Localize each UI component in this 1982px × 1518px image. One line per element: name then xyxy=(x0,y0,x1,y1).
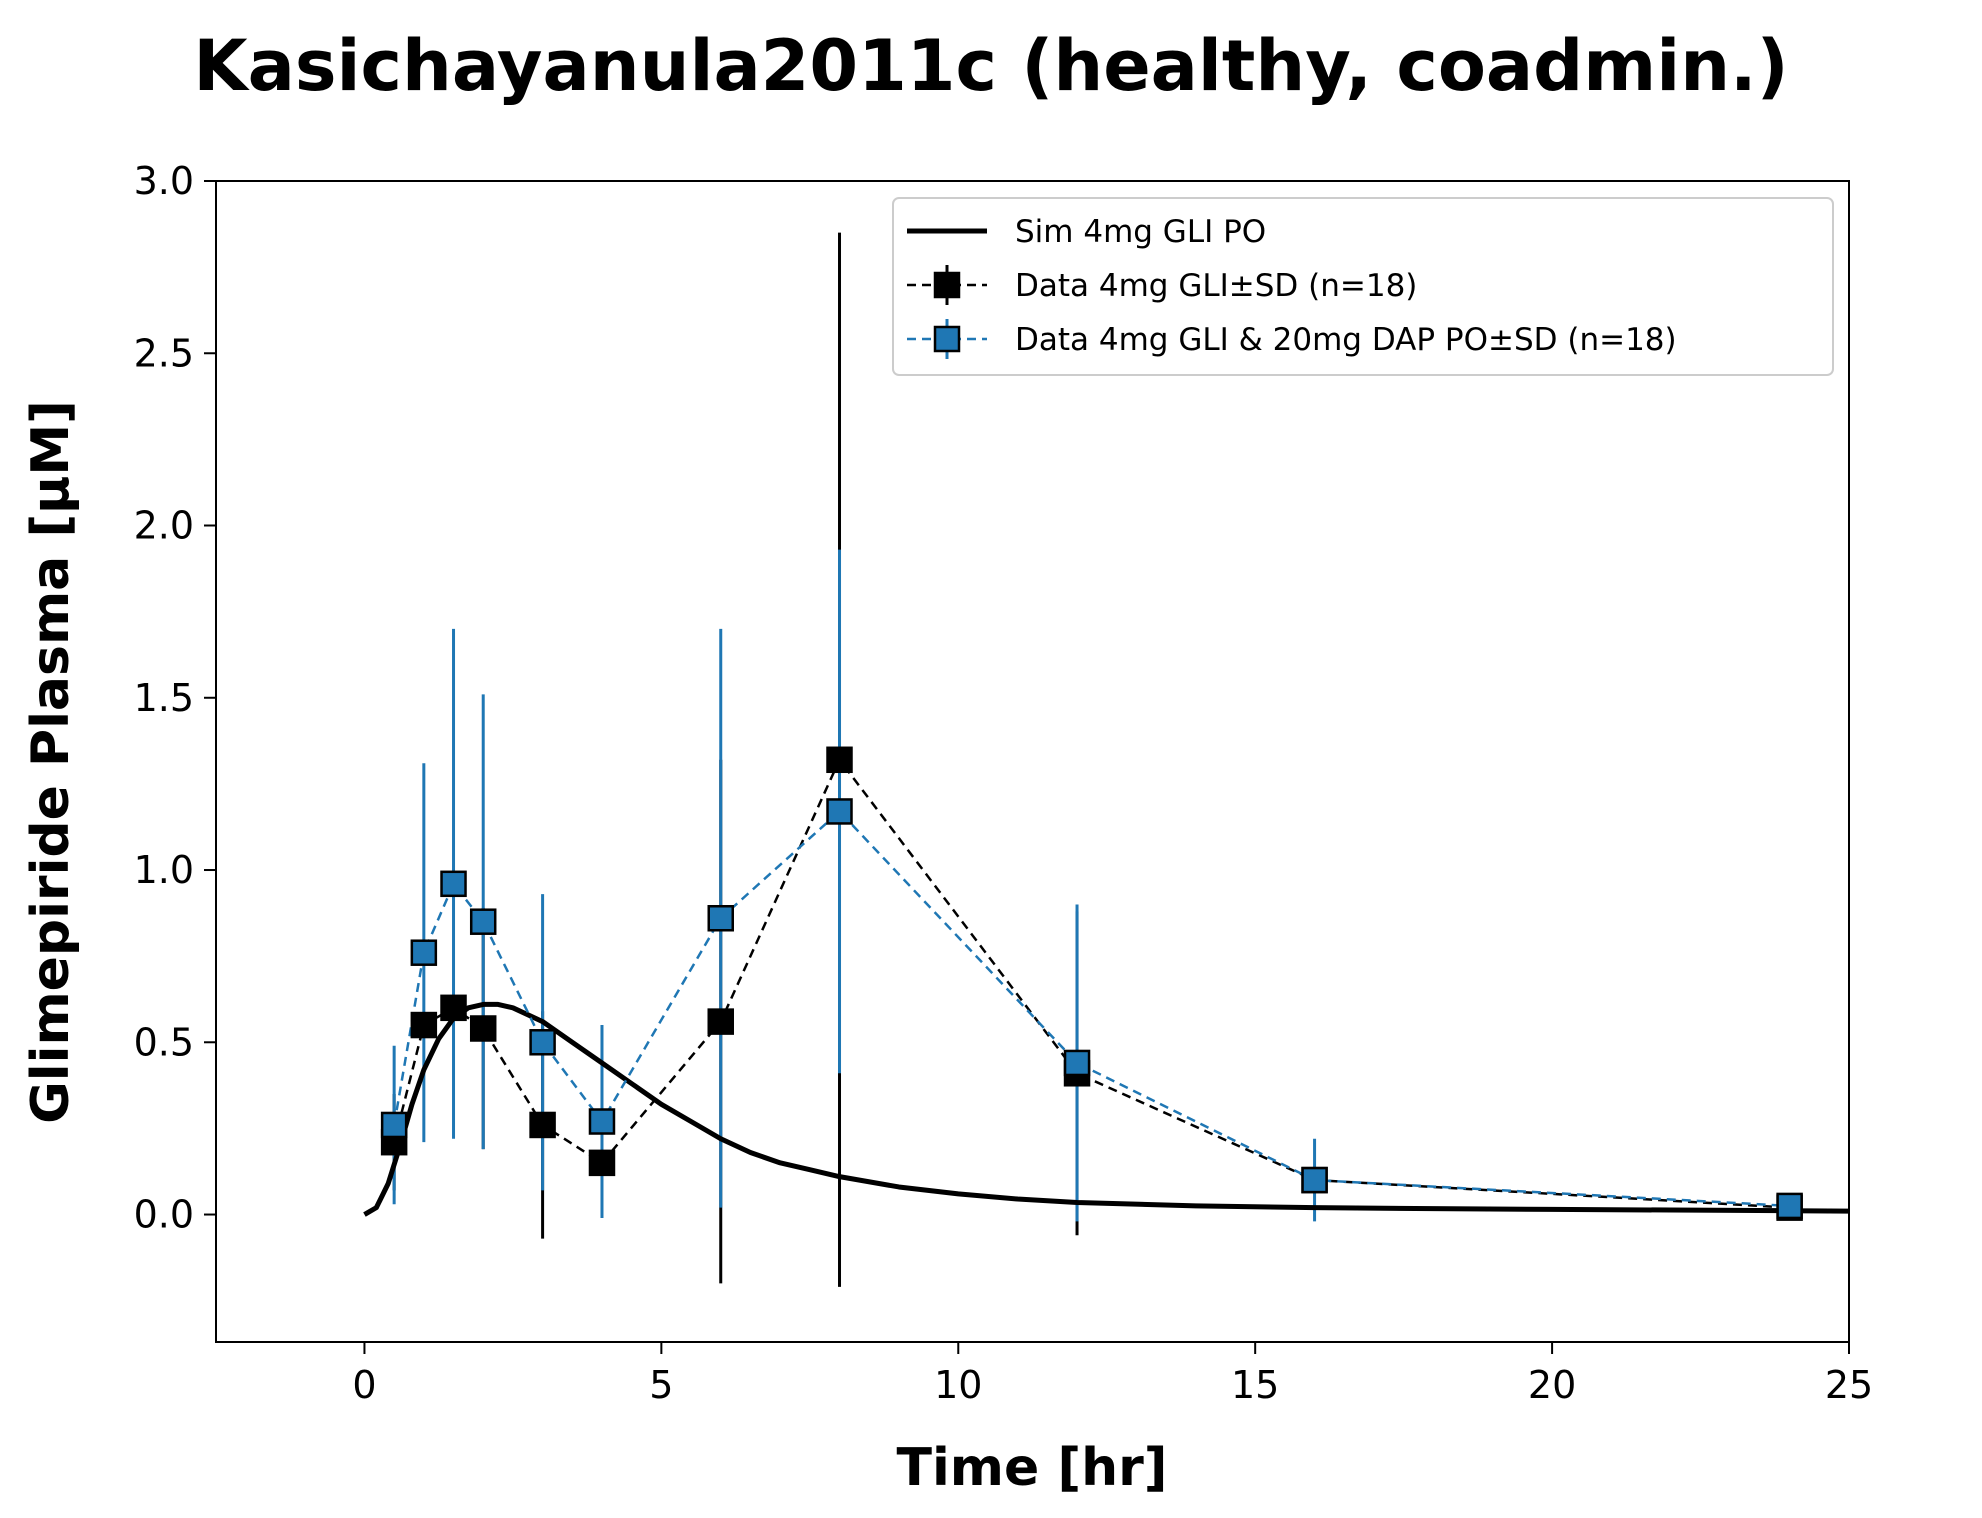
legend-marker xyxy=(933,271,961,299)
y-tick-label: 3.0 xyxy=(134,159,194,203)
plot-area xyxy=(363,232,1849,1287)
data-gli-point xyxy=(588,1149,616,1177)
chart-title: Kasichayanula2011c (healthy, coadmin.) xyxy=(193,25,1788,107)
legend-label: Sim 4mg GLI PO xyxy=(1015,214,1266,250)
data-gli-dap-point xyxy=(469,908,497,935)
data-gli-point xyxy=(440,994,467,1022)
x-axis-label: Time [hr] xyxy=(896,1438,1167,1498)
x-tick-label: 10 xyxy=(934,1363,982,1407)
data-gli-point xyxy=(410,1011,438,1039)
y-tick-label: 0.0 xyxy=(134,1193,194,1237)
data-gli-point xyxy=(826,746,853,774)
y-tick-label: 1.5 xyxy=(134,676,194,720)
x-tick-label: 0 xyxy=(352,1363,376,1407)
data-gli-dap-point xyxy=(440,870,467,898)
x-tick-label: 15 xyxy=(1231,1363,1279,1407)
data-gli-dap-point xyxy=(529,1029,556,1056)
legend-marker xyxy=(933,325,961,353)
data-gli-point xyxy=(707,1008,734,1035)
data-gli-dap-point xyxy=(1776,1192,1803,1220)
x-axis-ticks: 0 5 10 15 20 25 xyxy=(352,1342,1873,1407)
y-axis-label: Glimepiride Plasma [µM] xyxy=(21,400,81,1124)
legend-frame xyxy=(892,197,1834,376)
x-tick-label: 20 xyxy=(1528,1363,1576,1407)
y-tick-label: 0.5 xyxy=(134,1020,194,1064)
data-gli-point xyxy=(469,1015,497,1042)
sim-line xyxy=(363,1001,1849,1217)
data-gli-dap-point xyxy=(588,1108,616,1135)
data-gli-dap-point xyxy=(1301,1166,1328,1194)
data-gli-point xyxy=(529,1111,556,1139)
y-axis-ticks: 0.0 0.5 1.0 1.5 2.0 2.5 3.0 xyxy=(134,159,216,1237)
plot-frame xyxy=(215,180,1850,1343)
legend-label: Data 4mg GLI±SD (n=18) xyxy=(1015,268,1417,304)
y-tick-label: 1.0 xyxy=(134,848,194,892)
x-tick-label: 5 xyxy=(649,1363,673,1407)
y-tick-label: 2.0 xyxy=(134,504,194,548)
plot-layer xyxy=(363,232,1849,1287)
data-gli-dap-point xyxy=(1063,1049,1091,1077)
data-gli-dap-point xyxy=(380,1111,408,1139)
data-gli-dap-point xyxy=(410,939,438,966)
data-gli-dap-point xyxy=(826,798,853,825)
x-tick-label: 25 xyxy=(1825,1363,1873,1407)
legend: Sim 4mg GLI PO Data 4mg GLI±SD (n=18) Data… xyxy=(892,197,1834,376)
legend-label: Data 4mg GLI & 20mg DAP PO±SD (n=18) xyxy=(1015,322,1677,358)
data-gli-dap-point xyxy=(707,905,734,932)
y-tick-label: 2.5 xyxy=(134,331,194,375)
